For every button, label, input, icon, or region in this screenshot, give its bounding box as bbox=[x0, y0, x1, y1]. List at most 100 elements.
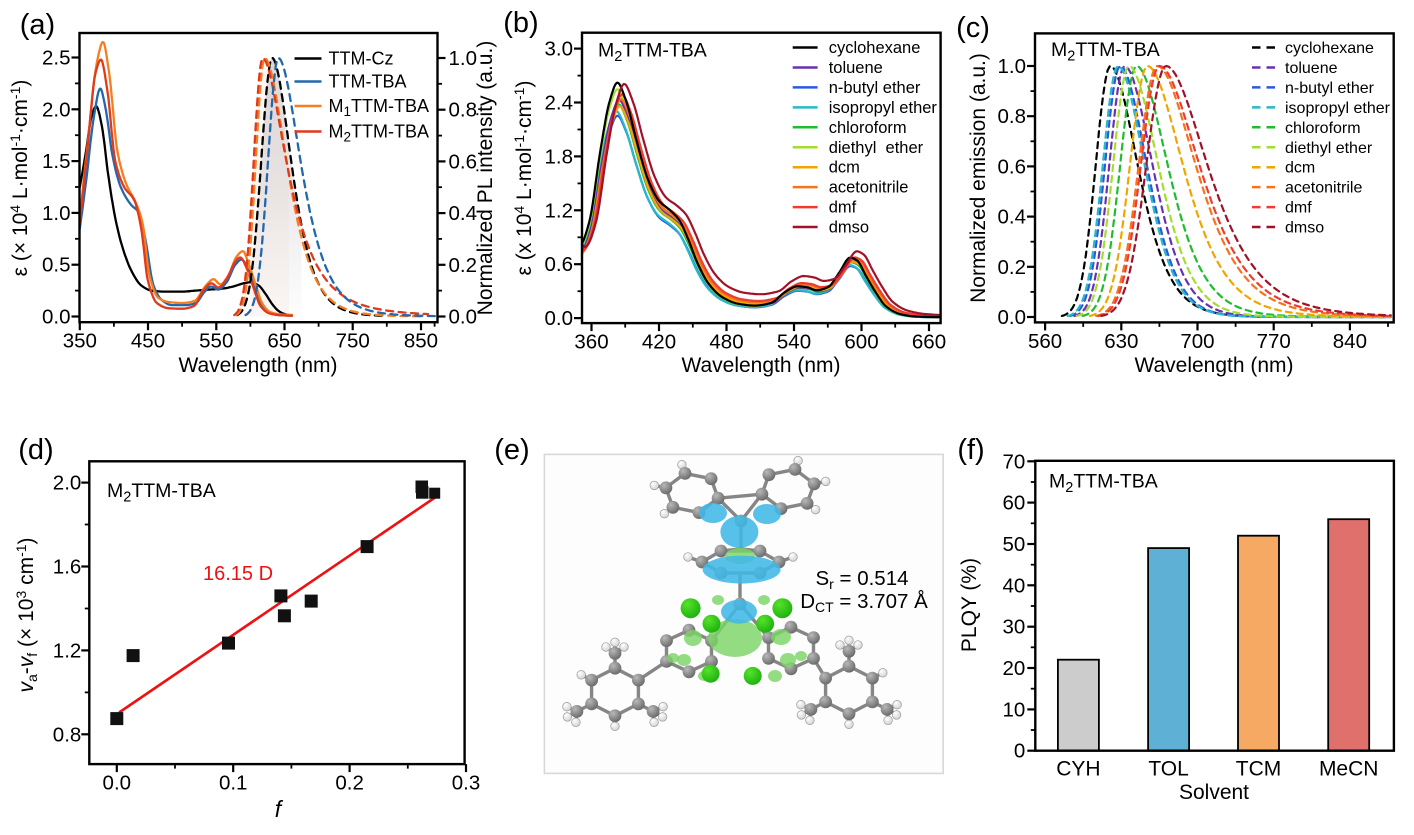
svg-text:0.6: 0.6 bbox=[545, 253, 574, 276]
svg-text:420: 420 bbox=[642, 331, 676, 354]
svg-text:acetonitrile: acetonitrile bbox=[829, 179, 909, 197]
svg-text:0.0: 0.0 bbox=[545, 307, 574, 330]
svg-text:(b): (b) bbox=[503, 7, 538, 39]
svg-text:Wavelength (nm): Wavelength (nm) bbox=[1134, 354, 1293, 377]
svg-text:TOL: TOL bbox=[1148, 758, 1188, 781]
svg-text:0: 0 bbox=[1014, 740, 1025, 763]
svg-text:50: 50 bbox=[1002, 533, 1025, 556]
svg-text:10: 10 bbox=[1002, 698, 1025, 721]
svg-text:M2TTM-TBA: M2TTM-TBA bbox=[329, 122, 430, 145]
svg-text:TCM: TCM bbox=[1236, 758, 1282, 781]
svg-text:chloroform: chloroform bbox=[1285, 120, 1361, 137]
svg-text:1.8: 1.8 bbox=[545, 145, 574, 168]
svg-text:Normalized PL intensity (a.u.): Normalized PL intensity (a.u.) bbox=[474, 41, 497, 316]
svg-text:480: 480 bbox=[709, 331, 743, 354]
svg-text:n-butyl ether: n-butyl ether bbox=[829, 79, 921, 97]
svg-text:0.8: 0.8 bbox=[449, 99, 478, 122]
svg-text:540: 540 bbox=[777, 331, 811, 354]
svg-text:(c): (c) bbox=[956, 12, 990, 44]
svg-text:toluene: toluene bbox=[829, 59, 883, 77]
svg-text:0.8: 0.8 bbox=[998, 105, 1027, 128]
svg-text:1.5: 1.5 bbox=[42, 150, 71, 173]
svg-text:0.0: 0.0 bbox=[103, 772, 132, 795]
svg-text:(f): (f) bbox=[957, 434, 984, 466]
svg-text:dcm: dcm bbox=[1285, 160, 1315, 177]
svg-text:cyclohexane: cyclohexane bbox=[829, 39, 921, 57]
svg-text:660: 660 bbox=[912, 331, 946, 354]
svg-text:40: 40 bbox=[1002, 574, 1025, 597]
svg-text:0.8: 0.8 bbox=[53, 723, 82, 746]
svg-text:0.1: 0.1 bbox=[219, 772, 248, 795]
svg-text:450: 450 bbox=[131, 330, 165, 353]
svg-text:toluene: toluene bbox=[1285, 60, 1338, 77]
svg-text:630: 630 bbox=[1104, 330, 1138, 353]
svg-text:M2TTM-TBA: M2TTM-TBA bbox=[1051, 39, 1160, 65]
svg-text:60: 60 bbox=[1002, 492, 1025, 515]
svg-text:dmf: dmf bbox=[1285, 200, 1312, 217]
svg-text:0.2: 0.2 bbox=[335, 772, 364, 795]
svg-text:(a): (a) bbox=[20, 9, 55, 41]
svg-text:chloroform: chloroform bbox=[829, 119, 907, 137]
svg-text:850: 850 bbox=[404, 330, 438, 353]
svg-text:0.4: 0.4 bbox=[449, 202, 478, 225]
svg-text:dmf: dmf bbox=[829, 199, 857, 217]
svg-text:1.2: 1.2 bbox=[53, 639, 82, 662]
svg-text:dmso: dmso bbox=[1285, 220, 1324, 237]
svg-text:3.0: 3.0 bbox=[545, 38, 574, 61]
svg-text:M1TTM-TBA: M1TTM-TBA bbox=[329, 96, 430, 119]
svg-text:0.0: 0.0 bbox=[998, 306, 1027, 329]
svg-text:TTM-Cz: TTM-Cz bbox=[329, 49, 394, 69]
svg-text:cyclohexane: cyclohexane bbox=[1285, 40, 1374, 57]
svg-text:0.0: 0.0 bbox=[42, 306, 71, 329]
svg-text:0.5: 0.5 bbox=[42, 254, 71, 277]
svg-text:Wavelength (nm): Wavelength (nm) bbox=[178, 354, 337, 377]
svg-text:ε (× 104 L·mol-1·cm-1): ε (× 104 L·mol-1·cm-1) bbox=[7, 80, 32, 277]
svg-text:isopropyl ether: isopropyl ether bbox=[1285, 100, 1391, 117]
svg-text:(e): (e) bbox=[494, 434, 529, 466]
svg-text:0.2: 0.2 bbox=[449, 254, 478, 277]
svg-text:2.5: 2.5 bbox=[42, 47, 71, 70]
svg-text:1.0: 1.0 bbox=[998, 55, 1027, 78]
svg-text:0.0: 0.0 bbox=[449, 306, 478, 329]
svg-text:20: 20 bbox=[1002, 657, 1025, 680]
svg-text:diethyl ether: diethyl ether bbox=[829, 139, 924, 157]
svg-text:(d): (d) bbox=[18, 434, 53, 466]
svg-text:600: 600 bbox=[844, 331, 878, 354]
svg-text:650: 650 bbox=[267, 330, 301, 353]
svg-text:ε (x 104 L·mol-1·cm-1): ε (x 104 L·mol-1·cm-1) bbox=[511, 81, 536, 276]
svg-text:360: 360 bbox=[574, 331, 608, 354]
svg-text:700: 700 bbox=[1180, 330, 1214, 353]
svg-text:1.0: 1.0 bbox=[449, 47, 478, 70]
svg-text:f: f bbox=[275, 796, 284, 822]
svg-text:16.15 D: 16.15 D bbox=[203, 563, 273, 585]
svg-text:1.0: 1.0 bbox=[42, 202, 71, 225]
svg-text:550: 550 bbox=[199, 330, 233, 353]
svg-text:70: 70 bbox=[1002, 450, 1025, 473]
svg-text:0.6: 0.6 bbox=[998, 155, 1027, 178]
svg-text:2.4: 2.4 bbox=[545, 92, 574, 115]
svg-text:acetonitrile: acetonitrile bbox=[1285, 180, 1362, 197]
svg-text:750: 750 bbox=[336, 330, 370, 353]
svg-text:DCT = 3.707 Å: DCT = 3.707 Å bbox=[800, 590, 928, 615]
svg-text:Normalized emission (a.u.): Normalized emission (a.u.) bbox=[967, 53, 990, 303]
svg-text:2.0: 2.0 bbox=[42, 98, 71, 121]
svg-text:Solvent: Solvent bbox=[1179, 781, 1249, 804]
svg-text:0.6: 0.6 bbox=[449, 150, 478, 173]
svg-text:1.6: 1.6 bbox=[53, 556, 82, 579]
svg-text:diethyl ether: diethyl ether bbox=[1285, 140, 1373, 157]
svg-text:TTM-TBA: TTM-TBA bbox=[329, 72, 407, 92]
svg-text:Wavelength (nm): Wavelength (nm) bbox=[681, 354, 840, 377]
svg-text:CYH: CYH bbox=[1056, 758, 1100, 781]
svg-text:350: 350 bbox=[63, 330, 97, 353]
svg-text:isopropyl ether: isopropyl ether bbox=[829, 99, 938, 117]
svg-text:dcm: dcm bbox=[829, 159, 860, 177]
svg-text:va-vf (× 103 cm-1): va-vf (× 103 cm-1) bbox=[13, 537, 40, 692]
svg-text:560: 560 bbox=[1028, 330, 1062, 353]
svg-text:n-butyl ether: n-butyl ether bbox=[1285, 80, 1375, 97]
svg-text:0.3: 0.3 bbox=[452, 772, 481, 795]
svg-text:PLQY (%): PLQY (%) bbox=[958, 558, 981, 652]
svg-text:MeCN: MeCN bbox=[1319, 758, 1379, 781]
svg-text:840: 840 bbox=[1333, 330, 1367, 353]
svg-text:dmso: dmso bbox=[829, 219, 869, 237]
svg-text:0.4: 0.4 bbox=[998, 206, 1027, 229]
